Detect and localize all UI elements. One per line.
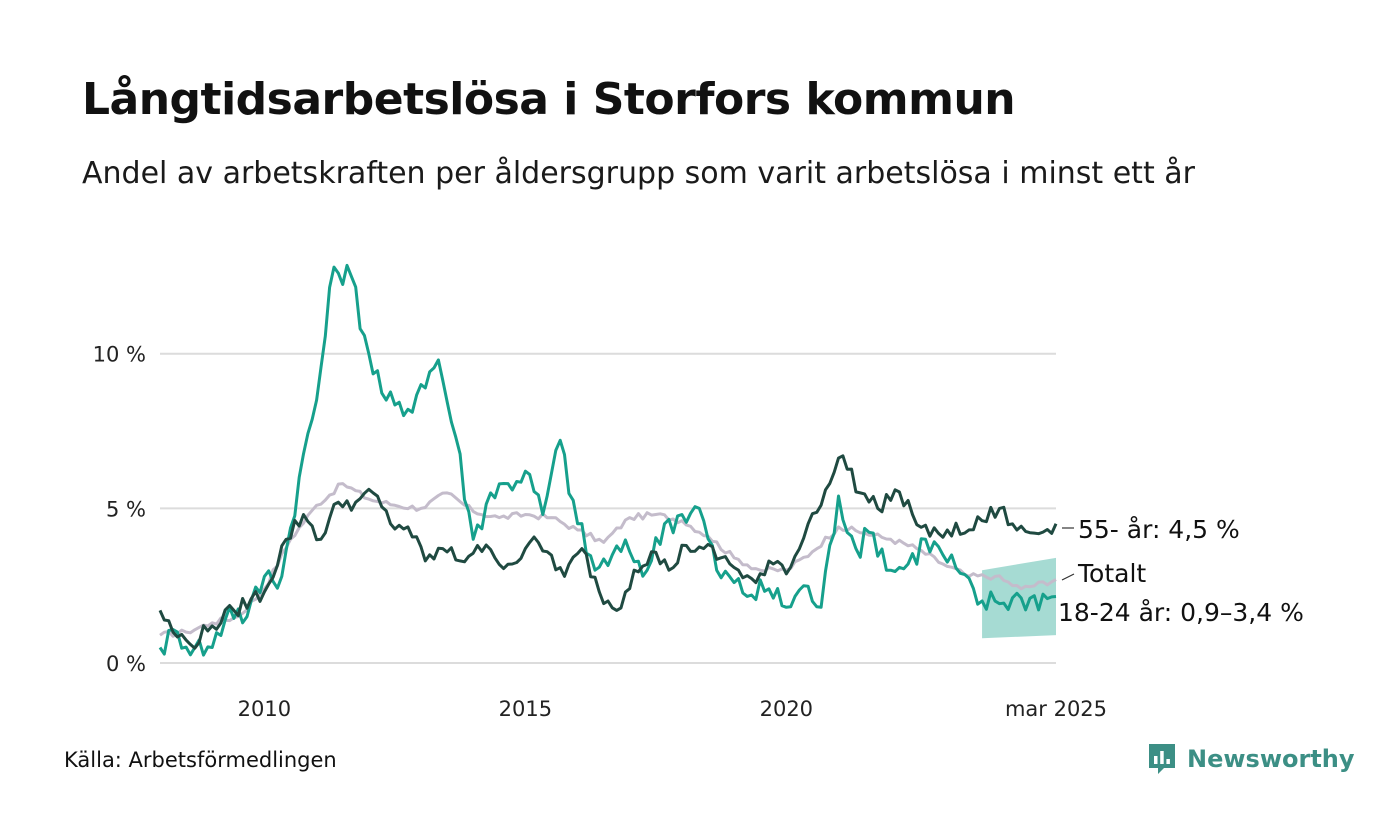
grid-lines — [160, 352, 1056, 664]
brand-logo[interactable]: Newsworthy — [1147, 742, 1355, 776]
x-tick-label: 2010 — [238, 697, 291, 721]
x-tick-label: 2015 — [499, 697, 552, 721]
x-tick-label: 2020 — [760, 697, 813, 721]
series-line-2 — [158, 454, 1058, 650]
chart-title: Långtidsarbetslösa i Storfors kommun — [82, 74, 1016, 125]
series-end-label: 18-24 år: 0,9–3,4 % — [1058, 598, 1304, 627]
chart-subtitle: Andel av arbetskraften per åldersgrupp s… — [82, 156, 1195, 191]
y-tick-label: 0 % — [106, 652, 146, 676]
label-leader — [1061, 573, 1075, 581]
axis-labels: 0 % 5 % 10 % 2010 2015 2020 mar 2025 — [93, 343, 1107, 721]
series-end-label: 55- år: 4,5 % — [1078, 515, 1240, 544]
series-labels: 55- år: 4,5 % Totalt 18-24 år: 0,9–3,4 % — [1058, 515, 1304, 627]
y-tick-label: 10 % — [93, 343, 146, 367]
series-end-label: Totalt — [1077, 559, 1146, 588]
series-line-1 — [158, 263, 1057, 657]
y-tick-label: 5 % — [106, 497, 146, 521]
x-tick-label: mar 2025 — [1005, 697, 1107, 721]
source-note: Källa: Arbetsförmedlingen — [64, 748, 337, 772]
series-line-0 — [159, 482, 1057, 638]
series-lines — [158, 263, 1058, 657]
newsworthy-logo-icon — [1149, 744, 1175, 774]
brand-name: Newsworthy — [1187, 745, 1355, 773]
